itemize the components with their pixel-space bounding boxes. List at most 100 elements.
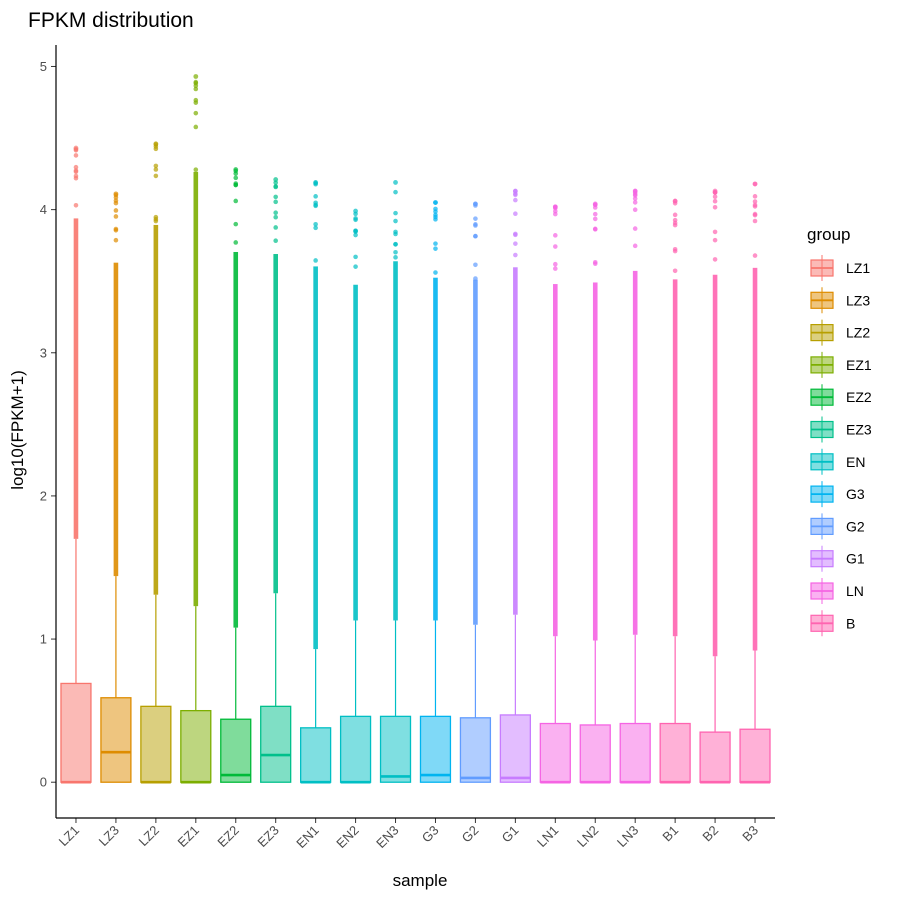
outlier-dense-band — [473, 279, 478, 625]
outlier-point — [313, 202, 318, 208]
x-tick-label: EN1 — [293, 823, 321, 851]
x-tick-label: LN1 — [534, 823, 561, 850]
x-tick-label: G3 — [419, 823, 442, 846]
outlier-point — [393, 210, 398, 216]
outlier-point — [592, 211, 598, 217]
outlier-point — [153, 216, 159, 222]
outlier-points — [712, 188, 718, 657]
outlier-point — [712, 237, 718, 243]
outlier-point — [752, 218, 758, 224]
outlier-max-point — [313, 180, 319, 185]
outlier-point — [273, 238, 278, 244]
outlier-point — [393, 229, 398, 235]
x-axis-ticks: LZ1 LZ3 LZ2 EZ1 EZ2 EZ3 EN1 EN2 EN3 G3 G2 G1 LN1 LN2 L… — [56, 818, 761, 851]
outlier-point — [313, 225, 318, 231]
outlier-point — [193, 86, 199, 92]
outlier-point — [113, 208, 119, 213]
legend-label: LN — [846, 583, 864, 599]
outlier-point — [233, 198, 239, 204]
x-tick-label: EN3 — [373, 823, 401, 851]
legend-item-ln: LN — [810, 578, 864, 604]
box-iqr — [180, 709, 212, 783]
outlier-point — [313, 194, 318, 199]
outlier-points — [353, 208, 358, 621]
x-tick-label: LN3 — [614, 823, 641, 850]
outlier-point — [193, 100, 199, 105]
outlier-point — [712, 204, 718, 210]
y-tick-label: 5 — [40, 59, 47, 74]
box-g2 — [459, 201, 492, 783]
outlier-point — [433, 241, 438, 246]
outlier-point — [752, 253, 758, 258]
box-iqr — [739, 728, 771, 783]
box-iqr — [339, 715, 372, 783]
outlier-dense-band — [393, 261, 398, 621]
box-ez1 — [180, 74, 212, 784]
outlier-dense-band — [313, 266, 318, 650]
outlier-dense-band — [193, 171, 199, 607]
outlier-points — [672, 198, 678, 637]
box-ln3 — [619, 188, 651, 784]
outlier-point — [273, 184, 278, 189]
outlier-point — [233, 240, 239, 245]
legend-item-b: B — [810, 610, 855, 637]
box-en1 — [300, 180, 332, 784]
legend-item-lz3: LZ3 — [810, 287, 870, 314]
outlier-point — [193, 79, 199, 85]
box-lz3 — [100, 191, 132, 783]
outlier-point — [73, 202, 79, 208]
y-tick-label: 1 — [40, 632, 47, 647]
box-iqr — [100, 697, 132, 783]
x-tick-label: B2 — [699, 823, 721, 845]
outlier-point — [752, 194, 758, 199]
x-tick-label: EN2 — [333, 823, 361, 851]
outlier-point — [353, 232, 358, 238]
legend-label: EN — [846, 454, 865, 470]
outlier-max-point — [752, 181, 758, 187]
legend-item-lz1: LZ1 — [810, 255, 870, 281]
outlier-point — [73, 153, 79, 158]
outlier-point — [672, 220, 678, 226]
outlier-points — [473, 201, 478, 625]
box-g1 — [499, 188, 531, 783]
outlier-point — [193, 167, 199, 172]
outlier-max-point — [73, 145, 79, 151]
outlier-point — [553, 261, 558, 267]
x-tick-label: LN2 — [574, 823, 601, 850]
outlier-point — [273, 194, 278, 200]
box-b3 — [739, 181, 771, 784]
outlier-points — [433, 200, 438, 621]
outlier-point — [672, 268, 678, 274]
outlier-dense-band — [752, 267, 758, 651]
legend-label: G3 — [846, 486, 865, 502]
outlier-point — [513, 252, 518, 258]
box-series — [60, 74, 771, 784]
outlier-point — [592, 216, 598, 222]
outlier-max-point — [233, 167, 239, 172]
legend-item-g1: G1 — [810, 545, 865, 572]
outlier-point — [193, 83, 199, 89]
outlier-point — [433, 209, 438, 214]
legend-label: G2 — [846, 518, 865, 534]
outlier-point — [632, 207, 638, 212]
outlier-point — [473, 216, 478, 221]
outlier-max-point — [393, 180, 398, 185]
outlier-point — [353, 254, 358, 260]
legend-label: EZ2 — [846, 389, 872, 405]
outlier-points — [273, 177, 279, 594]
box-iqr — [699, 731, 731, 783]
outlier-point — [233, 221, 239, 227]
outlier-point — [73, 164, 79, 170]
x-tick-label: B3 — [739, 823, 761, 845]
outlier-points — [313, 180, 319, 650]
outlier-max-point — [113, 191, 119, 197]
outlier-point — [153, 167, 159, 172]
y-axis-title: log10(FPKM+1) — [8, 370, 27, 490]
outlier-point — [113, 237, 119, 243]
box-iqr — [60, 682, 92, 783]
box-iqr — [260, 705, 292, 783]
y-tick-label: 2 — [40, 488, 47, 503]
outlier-point — [73, 169, 79, 175]
legend-label: EZ1 — [846, 357, 872, 373]
box-iqr — [579, 724, 611, 783]
